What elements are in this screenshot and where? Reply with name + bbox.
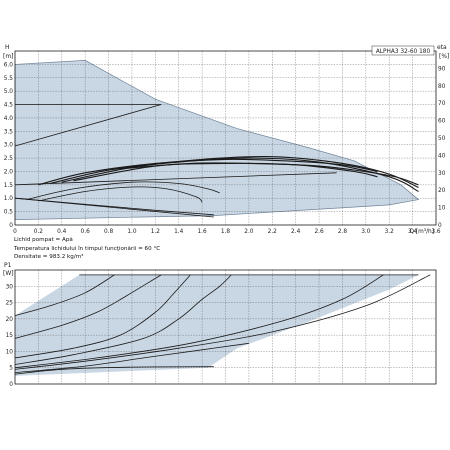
head-x-tick-label: 0.8 bbox=[104, 229, 114, 235]
head-curve bbox=[14, 104, 162, 147]
eta-tick-label: 20 bbox=[438, 188, 446, 194]
eta-tick-label: 80 bbox=[438, 84, 446, 90]
head-axis-unit: [m] bbox=[3, 53, 14, 60]
eta-tick-label: 70 bbox=[438, 101, 446, 107]
head-curve bbox=[38, 186, 203, 203]
head-curve bbox=[49, 157, 419, 192]
head-x-tick-label: 3.6 bbox=[431, 229, 441, 235]
head-chart: 0 0.2 0.4 0.6 0.8 1.0 1.2 1.4 1.6 1.8 2.0 2.2 2.4 2.6… bbox=[3, 44, 449, 235]
power-y-tick-label: 30 bbox=[6, 284, 14, 290]
head-y-tick-label: 3.5 bbox=[4, 129, 14, 135]
eta-tick-label: 90 bbox=[438, 66, 446, 72]
head-x-tick-label: 1.0 bbox=[127, 229, 137, 235]
head-y-tick-label: 2.5 bbox=[4, 156, 14, 162]
head-y-tick-label: 0.5 bbox=[4, 210, 14, 216]
head-x-tick-label: 0 bbox=[13, 229, 17, 235]
head-y-tick-label: 2.0 bbox=[4, 169, 14, 175]
power-axis-unit: [W] bbox=[3, 270, 14, 277]
head-y-tick-label: 4.0 bbox=[4, 116, 14, 122]
eta-axis-unit: [%] bbox=[439, 53, 449, 60]
head-x-tick-label: 0.6 bbox=[81, 229, 91, 235]
note-temperature: Temperatura lichidului în timpul funcţio… bbox=[14, 245, 161, 252]
head-operating-area bbox=[14, 60, 420, 220]
model-label: ALPHA3 32-60 180 bbox=[371, 45, 435, 56]
head-x-tick-label: 2.2 bbox=[268, 229, 278, 235]
medium-notes: Lichid pompat = Apă Temperatura lichidul… bbox=[14, 236, 160, 262]
power-y-tick-label: 20 bbox=[6, 317, 14, 323]
power-y-tick-label: 5 bbox=[9, 366, 13, 372]
head-x-tick-label: 2.0 bbox=[244, 229, 254, 235]
eta-tick-label: 0 bbox=[438, 223, 442, 229]
eta-tick-label: 10 bbox=[438, 206, 446, 212]
head-curve bbox=[14, 172, 337, 186]
head-y-tick-label: 4.5 bbox=[4, 103, 14, 109]
power-operating-area bbox=[15, 274, 419, 376]
head-x-tick-label: 1.2 bbox=[151, 229, 161, 235]
head-y-tick-label: 5.0 bbox=[4, 89, 14, 95]
power-curve bbox=[14, 274, 431, 370]
head-curve bbox=[26, 181, 220, 200]
power-curve bbox=[14, 274, 384, 369]
head-x-tick-label: 2.6 bbox=[314, 229, 324, 235]
head-x-tick-label: 0.4 bbox=[57, 229, 67, 235]
power-curve bbox=[14, 274, 232, 365]
power-y-tick-label: 15 bbox=[6, 333, 14, 339]
note-density: Densitate = 983.2 kg/m³ bbox=[14, 254, 84, 260]
eta-axis-label: eta bbox=[437, 44, 447, 51]
head-y-tick-label: 5.5 bbox=[4, 76, 14, 82]
head-x-tick-label: 2.4 bbox=[291, 229, 301, 235]
eta-tick-label: 40 bbox=[438, 153, 446, 159]
eta-tick-label: 60 bbox=[438, 119, 446, 125]
power-curve bbox=[14, 274, 162, 339]
power-axis-label: P1 bbox=[4, 262, 12, 269]
head-x-tick-label: 1.8 bbox=[221, 229, 231, 235]
head-x-tick-label: 0.2 bbox=[34, 229, 44, 235]
head-x-tick-label: 1.6 bbox=[197, 229, 207, 235]
head-y-tick-label: 1.5 bbox=[4, 183, 14, 189]
model-label-box bbox=[371, 45, 435, 56]
power-curve bbox=[14, 342, 249, 373]
head-curve bbox=[14, 197, 214, 216]
head-curve bbox=[38, 158, 378, 186]
head-x-axis-label: Q [m³/h] bbox=[409, 228, 434, 235]
head-y-tick-label: 3.0 bbox=[4, 143, 14, 149]
power-y-tick-label: 0 bbox=[9, 382, 13, 388]
eta-tick-label: 30 bbox=[438, 171, 446, 177]
power-y-tick-label: 10 bbox=[6, 349, 14, 355]
eta-tick-label: 50 bbox=[438, 136, 446, 142]
head-y-tick-label: 1.0 bbox=[4, 196, 14, 202]
power-frame bbox=[14, 269, 437, 385]
power-chart: 0 5 10 15 20 25 30 P1[W] bbox=[3, 262, 437, 388]
power-y-tick-label: 25 bbox=[6, 301, 14, 307]
head-x-tick-label: 3.0 bbox=[361, 229, 371, 235]
head-x-tick-label: 3.2 bbox=[385, 229, 395, 235]
head-axis-label: H bbox=[5, 44, 10, 51]
power-curve bbox=[14, 274, 115, 316]
model-label-text: ALPHA3 32-60 180 bbox=[376, 49, 431, 55]
head-x-tick-label: 3.4 bbox=[408, 229, 418, 235]
power-curve bbox=[14, 366, 214, 375]
head-y-tick-label: 0 bbox=[9, 223, 13, 229]
power-curve bbox=[14, 274, 191, 359]
head-frame bbox=[14, 50, 437, 226]
note-liquid: Lichid pompat = Apă bbox=[14, 237, 73, 243]
head-curve bbox=[120, 162, 419, 186]
head-x-tick-label: 2.8 bbox=[338, 229, 348, 235]
head-y-tick-label: 6.0 bbox=[4, 62, 14, 68]
head-x-tick-label: 1.4 bbox=[174, 229, 184, 235]
